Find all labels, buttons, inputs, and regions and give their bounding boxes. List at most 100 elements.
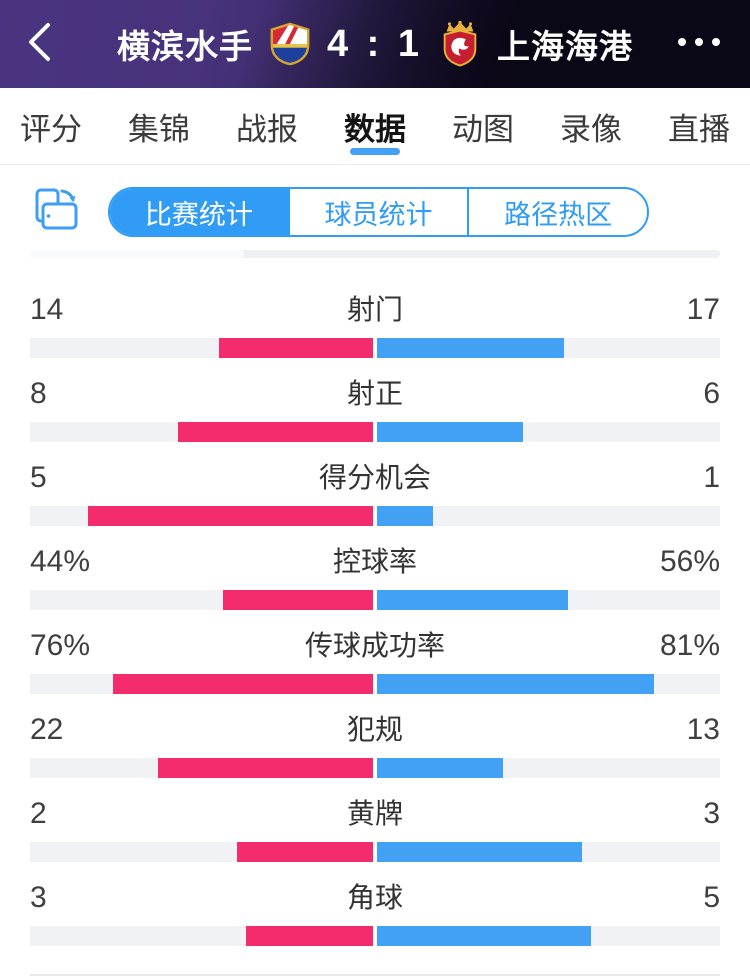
stat-label: 角球 [346, 882, 403, 913]
tab-label: 录像 [560, 111, 622, 147]
back-button[interactable] [26, 22, 66, 66]
match-title: 横滨水手 4 : 1 [117, 20, 633, 68]
stat-label: 传球成功率 [304, 630, 445, 661]
away-value: 1 [703, 461, 720, 494]
tab-label: 集锦 [128, 111, 190, 147]
tab-label: 战报 [236, 111, 298, 147]
stat-bar [30, 758, 720, 778]
stat-values-line: 22 犯规 13 [30, 712, 720, 748]
home-value: 8 [30, 377, 47, 410]
away-value: 81% [659, 629, 720, 662]
stat-bar [30, 842, 720, 862]
home-bar [87, 506, 375, 526]
main-tab-bar: 评分 集锦 战报 数据 动图 录像 直播 [0, 88, 750, 164]
home-value: 22 [30, 713, 64, 746]
rotate-screen-button[interactable] [30, 187, 80, 237]
tab-label: 数据 [344, 111, 406, 147]
away-bar-track [375, 506, 720, 526]
away-bar-track [375, 590, 720, 610]
home-value: 5 [30, 461, 47, 494]
stat-values-line: 14 射门 17 [30, 292, 720, 328]
stat-label: 射正 [346, 378, 403, 409]
stat-bar [30, 422, 720, 442]
subtab-label: 球员统计 [324, 199, 433, 230]
away-bar-track [375, 926, 720, 946]
subtab-scroll-indicator [30, 250, 720, 258]
tab-集锦[interactable]: 集锦 [122, 88, 196, 164]
stats-subtab-row: 比赛统计 球员统计 路径热区 [0, 165, 750, 250]
subtab-比赛统计[interactable]: 比赛统计 [110, 189, 290, 235]
home-team-badge-icon [267, 21, 313, 67]
home-bar [223, 590, 375, 610]
stat-row: 2 黄牌 3 [30, 796, 720, 880]
home-team-name: 横滨水手 [116, 28, 253, 65]
away-team-name: 上海海港 [497, 28, 634, 65]
chevron-left-icon [26, 21, 52, 68]
stat-values-line: 2 黄牌 3 [30, 796, 720, 832]
away-value: 6 [703, 377, 720, 410]
stat-label: 射门 [346, 294, 403, 325]
home-bar [158, 758, 375, 778]
home-bar-track [30, 338, 375, 358]
away-bar-track [375, 674, 720, 694]
home-value: 2 [30, 797, 47, 830]
subtab-路径热区[interactable]: 路径热区 [469, 189, 647, 235]
away-bar [375, 842, 582, 862]
stat-bar [30, 926, 720, 946]
away-bar [375, 674, 655, 694]
home-bar-track [30, 674, 375, 694]
subtab-label: 路径热区 [504, 199, 613, 230]
away-bar [375, 506, 433, 526]
stat-bar [30, 674, 720, 694]
stat-label: 控球率 [332, 546, 417, 577]
stat-bar [30, 338, 720, 358]
away-bar [375, 926, 591, 946]
stat-values-line: 76% 传球成功率 81% [30, 628, 720, 664]
away-value: 56% [659, 545, 720, 578]
tab-评分[interactable]: 评分 [14, 88, 88, 164]
stat-label: 黄牌 [346, 798, 403, 829]
tab-label: 直播 [668, 111, 730, 147]
stat-row: 8 射正 6 [30, 376, 720, 460]
stat-values-line: 5 得分机会 1 [30, 460, 720, 496]
home-bar [112, 674, 375, 694]
tab-直播[interactable]: 直播 [662, 88, 736, 164]
match-score: 4 : 1 [326, 22, 424, 65]
tab-动图[interactable]: 动图 [446, 88, 520, 164]
home-value: 3 [30, 881, 47, 914]
home-bar-track [30, 926, 375, 946]
subtab-球员统计[interactable]: 球员统计 [290, 189, 470, 235]
stat-row: 5 得分机会 1 [30, 460, 720, 544]
bottom-divider [30, 974, 720, 976]
home-value: 14 [30, 293, 64, 326]
away-value: 5 [703, 881, 720, 914]
home-bar [178, 422, 375, 442]
stat-row: 3 角球 5 [30, 880, 720, 964]
match-header: 横滨水手 4 : 1 [0, 0, 750, 88]
tab-录像[interactable]: 录像 [554, 88, 628, 164]
stat-label: 得分机会 [318, 462, 431, 493]
away-bar-track [375, 338, 720, 358]
stat-values-line: 8 射正 6 [30, 376, 720, 412]
tab-bar-divider [0, 164, 750, 165]
away-value: 17 [686, 293, 720, 326]
ellipsis-icon [712, 38, 720, 46]
away-bar-track [375, 842, 720, 862]
away-bar [375, 422, 523, 442]
stat-values-line: 44% 控球率 56% [30, 544, 720, 580]
away-bar [375, 758, 503, 778]
scroll-indicator-thumb[interactable] [30, 250, 244, 258]
subtab-label: 比赛统计 [144, 199, 253, 230]
away-team-badge-icon [437, 20, 483, 67]
home-bar [245, 926, 375, 946]
stat-bar [30, 506, 720, 526]
tab-label: 评分 [20, 111, 82, 147]
match-stats-list: 14 射门 17 8 射正 6 5 得分 [0, 258, 750, 964]
more-options-button[interactable] [676, 32, 722, 52]
tab-战报[interactable]: 战报 [230, 88, 304, 164]
stat-row: 22 犯规 13 [30, 712, 720, 796]
rotate-device-icon [30, 185, 80, 240]
ellipsis-icon [695, 38, 703, 46]
home-bar [219, 338, 375, 358]
tab-数据[interactable]: 数据 [338, 88, 412, 164]
